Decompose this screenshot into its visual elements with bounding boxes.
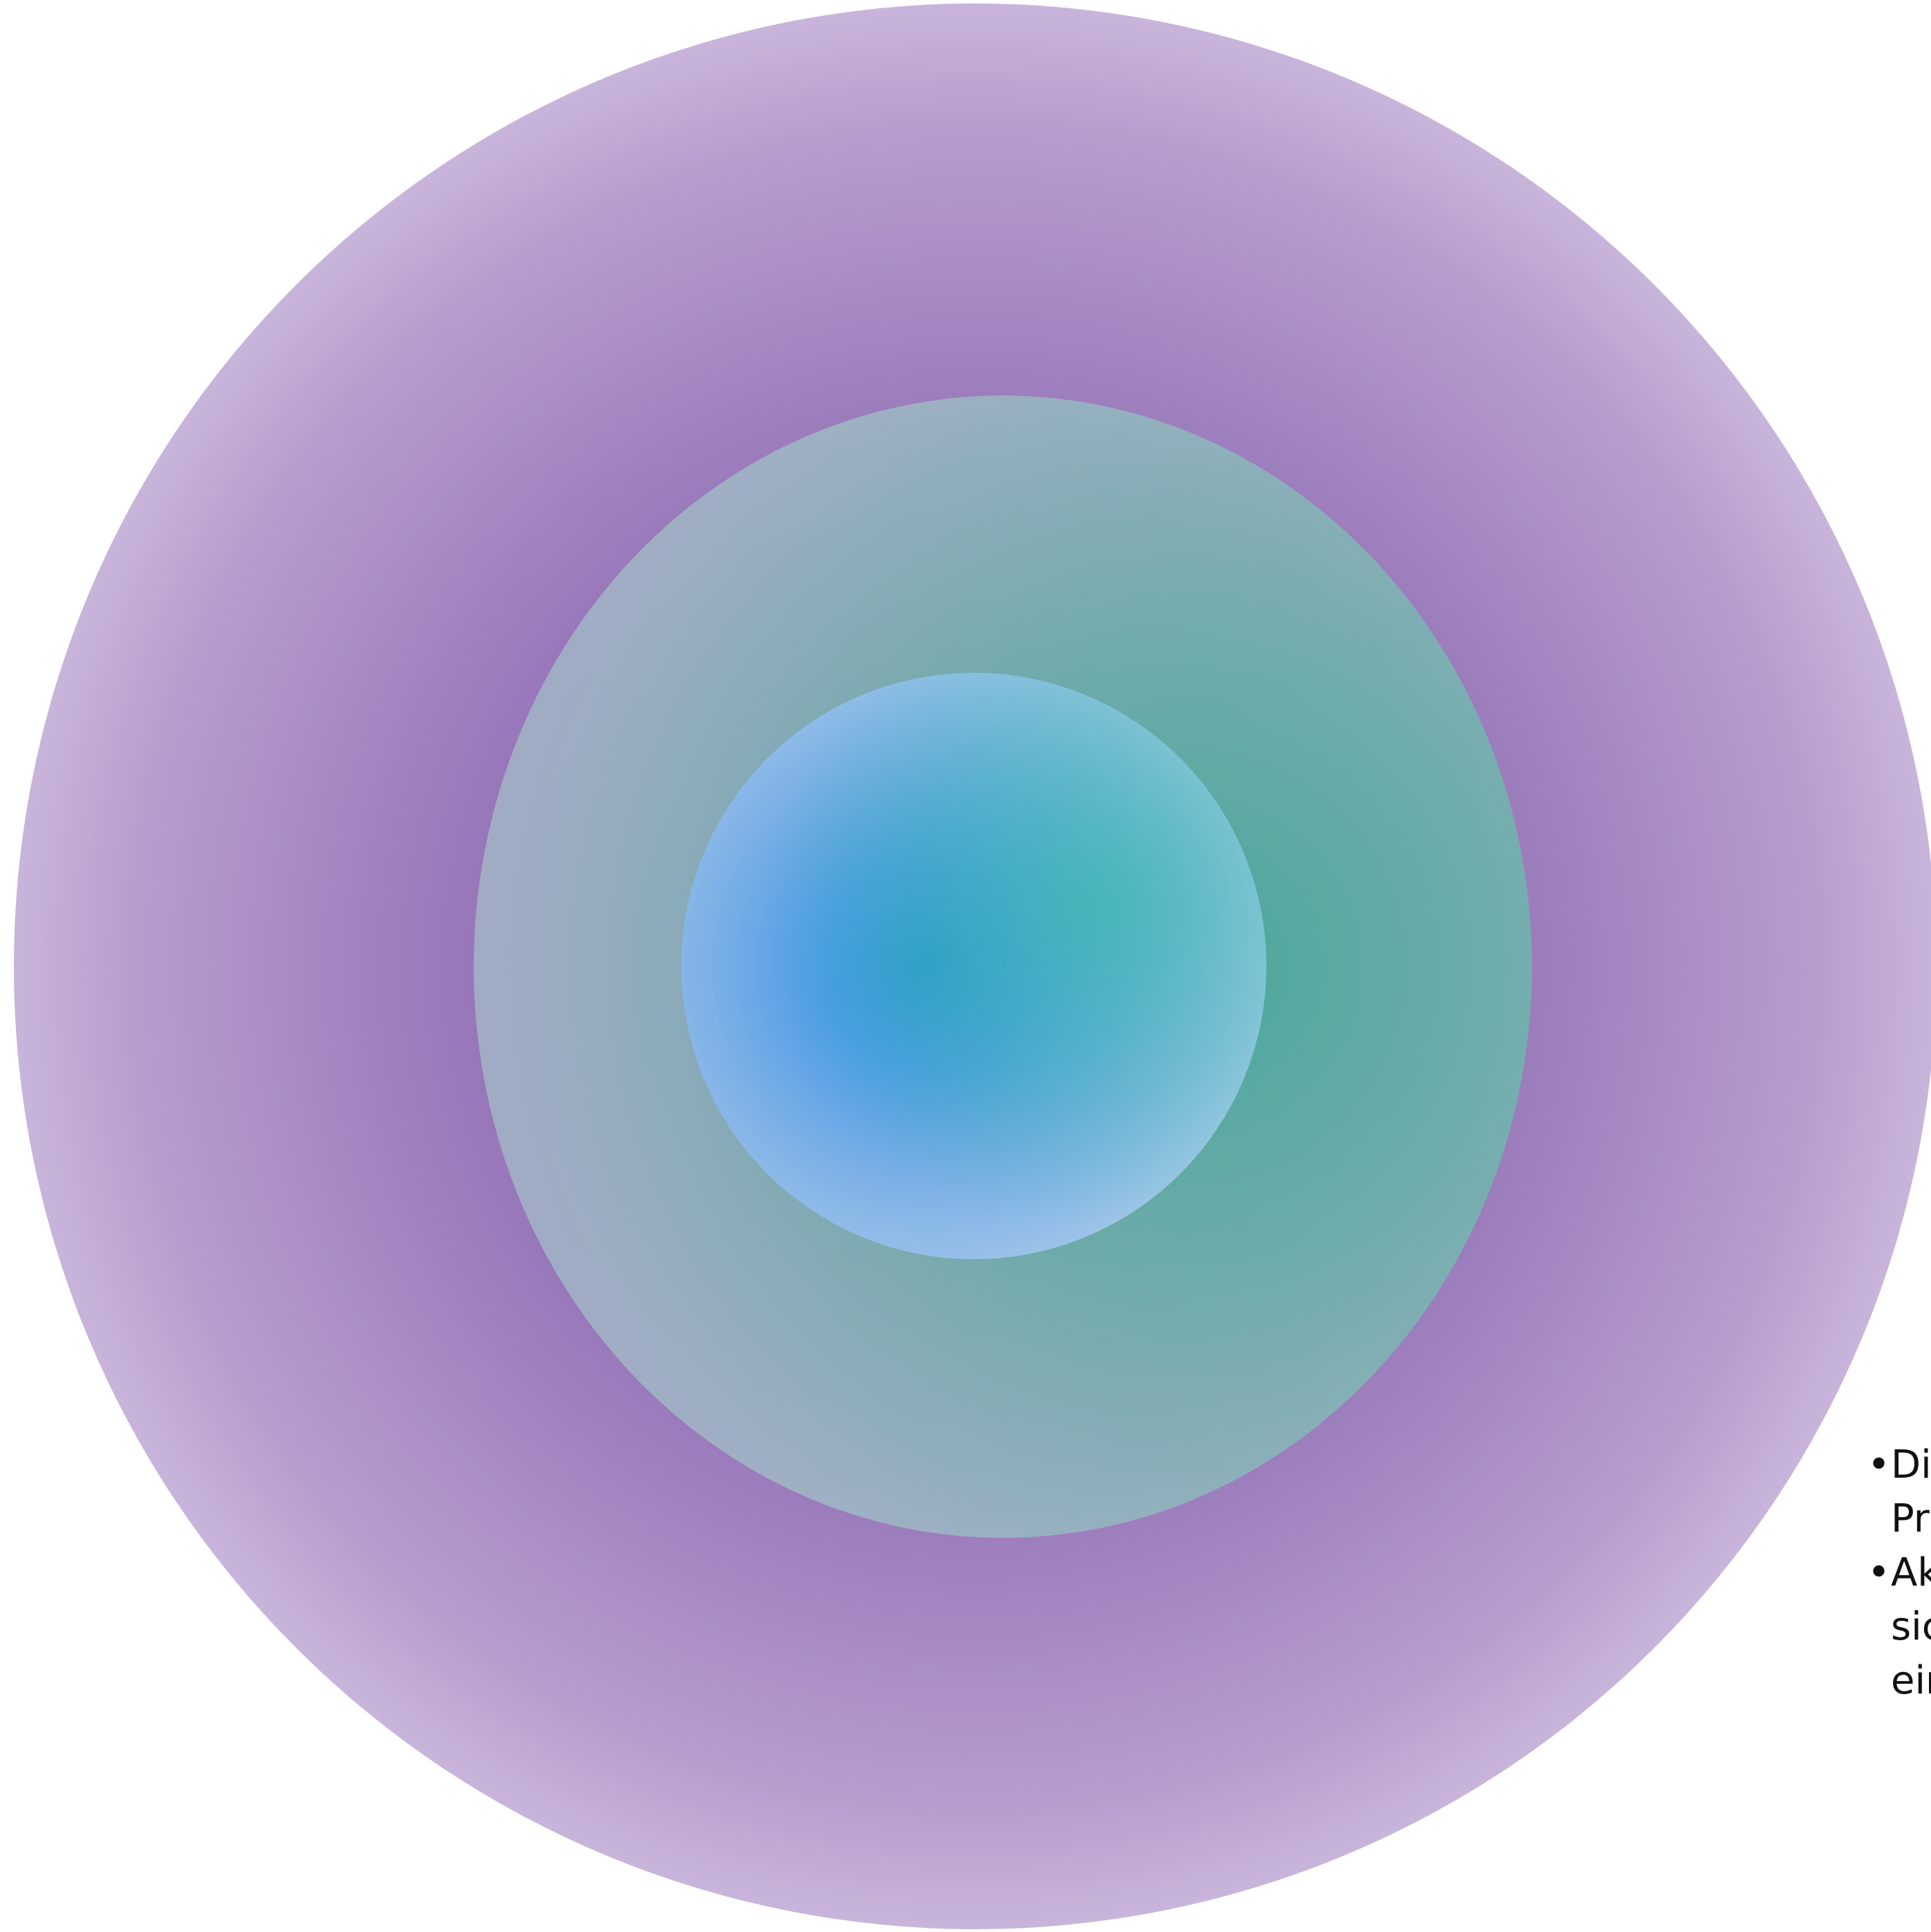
bullet-list: Di Pr Ak sic ein <box>1867 1438 1931 1708</box>
bullet-item-1: Di Pr <box>1867 1438 1931 1546</box>
inner-circle <box>681 673 1266 1259</box>
bullet-item-2: Ak sic ein <box>1867 1546 1931 1708</box>
